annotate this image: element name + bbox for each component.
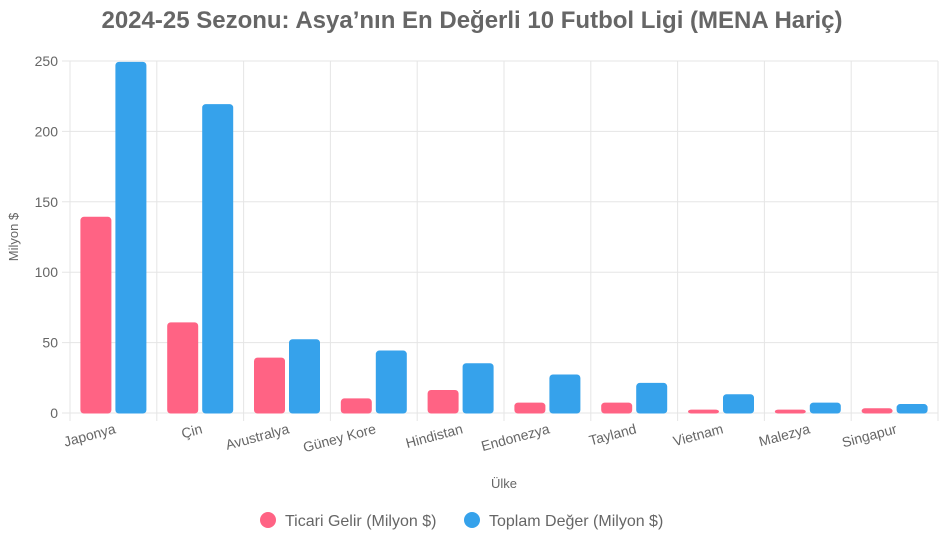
bar-ticari-gelir <box>774 409 806 414</box>
x-tick-label: Hindistan <box>404 420 465 451</box>
x-tick-label: Çin <box>180 420 204 441</box>
x-tick-label: Tayland <box>587 420 638 448</box>
bar-toplam-deger <box>462 363 494 414</box>
x-tick-label: Singapur <box>840 420 899 450</box>
bar-toplam-deger <box>375 350 407 414</box>
y-tick-label: 150 <box>35 194 59 210</box>
legend: Ticari Gelir (Milyon $) Toplam Değer (Mil… <box>260 512 663 530</box>
bar-toplam-deger <box>549 374 581 414</box>
bar-ticari-gelir <box>861 408 893 414</box>
bar-toplam-deger <box>202 104 234 414</box>
legend-swatch <box>260 512 276 528</box>
bar-ticari-gelir <box>427 389 459 414</box>
bar-toplam-deger <box>723 394 754 414</box>
x-tick-label: Vietnam <box>671 420 725 449</box>
y-tick-label: 250 <box>35 53 59 69</box>
bar-toplam-deger <box>896 404 928 414</box>
bar-ticari-gelir <box>688 409 719 414</box>
bar-toplam-deger <box>809 402 841 414</box>
legend-label: Ticari Gelir (Milyon $) <box>285 513 436 530</box>
y-tick-label: 50 <box>42 335 58 351</box>
x-axis: Japonya Çin Avustralya Güney Kore Hindistan E… <box>62 420 899 455</box>
bar-ticari-gelir <box>340 398 372 414</box>
bar-ticari-gelir <box>514 402 546 414</box>
bars <box>80 61 928 414</box>
x-tick-label: Malezya <box>757 420 812 449</box>
chart-title: 2024-25 Sezonu: Asya’nın En Değerli 10 F… <box>101 7 842 34</box>
bar-toplam-deger <box>289 339 320 414</box>
x-tick-label: Endonezya <box>479 420 551 454</box>
x-tick-label: Güney Kore <box>301 420 378 455</box>
bar-ticari-gelir <box>601 402 633 414</box>
y-axis-label: Milyon $ <box>6 212 21 261</box>
bar-ticari-gelir <box>254 357 285 414</box>
y-tick-label: 0 <box>50 405 58 421</box>
x-tick-label: Avustralya <box>224 420 291 452</box>
x-axis-label: Ülke <box>491 476 517 491</box>
x-tick-label: Japonya <box>62 420 117 449</box>
bar-ticari-gelir <box>167 322 199 414</box>
y-axis: 0 50 100 150 200 250 <box>35 53 59 421</box>
y-tick-label: 200 <box>35 123 59 139</box>
bar-toplam-deger <box>115 61 147 414</box>
legend-swatch <box>464 512 480 528</box>
bar-toplam-deger <box>636 382 668 414</box>
y-tick-label: 100 <box>35 264 59 280</box>
bar-ticari-gelir <box>80 216 112 414</box>
legend-label: Toplam Değer (Milyon $) <box>489 513 663 530</box>
